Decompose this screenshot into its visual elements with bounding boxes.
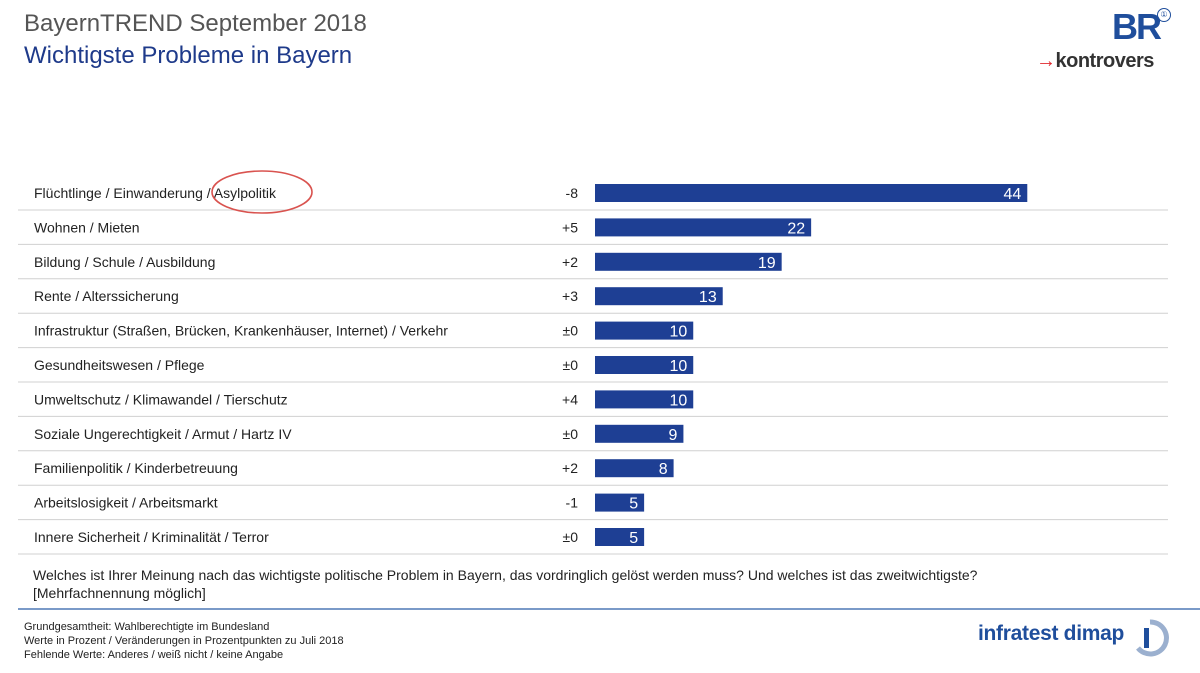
question-text: Welches ist Ihrer Meinung nach das wicht… [33, 567, 978, 583]
change-label: +2 [562, 460, 578, 476]
survey-question: Welches ist Ihrer Meinung nach das wicht… [33, 566, 1183, 602]
footer-divider [18, 608, 1200, 610]
value-label: 13 [699, 289, 717, 306]
value-label: 22 [787, 220, 805, 237]
change-label: +5 [562, 219, 578, 235]
bar [595, 252, 782, 271]
value-label: 9 [669, 427, 678, 444]
change-label: -1 [566, 495, 579, 511]
bar [595, 528, 645, 546]
footer-line-3: Fehlende Werte: Anderes / weiß nicht / k… [24, 649, 284, 661]
category-label: Gesundheitswesen / Pflege [34, 357, 205, 373]
value-label: 44 [1003, 186, 1021, 203]
category-label: Arbeitslosigkeit / Arbeitsmarkt [34, 495, 218, 511]
category-label: Rente / Alterssicherung [34, 288, 179, 304]
kontrovers-logo: →kontrovers [1036, 50, 1154, 73]
value-label: 5 [629, 496, 638, 513]
category-label: Umweltschutz / Klimawandel / Tierschutz [34, 391, 288, 407]
value-label: 10 [669, 392, 687, 409]
infratest-dimap-logo: infratest dimap [978, 622, 1125, 645]
page-title: BayernTREND September 2018 [24, 10, 367, 37]
change-label: ±0 [563, 529, 579, 545]
footer-notes: Grundgesamtheit: Wahlberechtigte im Bund… [24, 620, 344, 662]
category-label: Soziale Ungerechtigkeit / Armut / Hartz … [34, 426, 292, 442]
bar [595, 459, 674, 478]
bar [595, 356, 694, 374]
category-label: Bildung / Schule / Ausbildung [34, 254, 215, 270]
change-label: ±0 [563, 426, 579, 442]
value-label: 19 [758, 255, 776, 272]
change-label: ±0 [563, 357, 579, 373]
bar [595, 287, 723, 306]
bar [595, 321, 694, 340]
arrow-icon: → [1036, 50, 1056, 72]
category-label: Familienpolitik / Kinderbetreuung [34, 460, 238, 476]
category-label: Infrastruktur (Straßen, Brücken, Kranken… [34, 323, 448, 339]
page-subtitle: Wichtigste Probleme in Bayern [24, 42, 353, 69]
value-label: 8 [659, 461, 668, 478]
question-note: [Mehrfachnennung möglich] [33, 585, 206, 601]
bar [595, 184, 1028, 202]
category-label: Innere Sicherheit / Kriminalität / Terro… [34, 529, 269, 545]
bar [595, 424, 684, 443]
change-label: +3 [562, 288, 578, 304]
infratest-dimap-icon [1136, 619, 1169, 657]
br-logo-mark: ① [1157, 8, 1171, 22]
bar [595, 218, 812, 237]
footer-line-1: Grundgesamtheit: Wahlberechtigte im Bund… [24, 621, 270, 633]
br-logo-text: BR [1112, 6, 1162, 47]
value-label: 5 [629, 530, 638, 547]
change-label: +2 [562, 254, 578, 270]
value-label: 10 [669, 358, 687, 375]
kontrovers-logo-text: kontrovers [1055, 50, 1155, 72]
footer-line-2: Werte in Prozent / Veränderungen in Proz… [24, 635, 344, 647]
br-logo: BR ① [1112, 6, 1172, 48]
category-label: Wohnen / Mieten [34, 219, 140, 235]
change-label: ±0 [563, 323, 579, 339]
value-label: 10 [669, 324, 687, 341]
change-label: +4 [562, 391, 578, 407]
bar [595, 390, 694, 409]
change-label: -8 [566, 185, 579, 201]
highlight-circle [211, 170, 313, 214]
bar-chart: Flüchtlinge / Einwanderung / Asylpolitik… [18, 170, 1168, 555]
bar [595, 493, 645, 512]
category-label: Flüchtlinge / Einwanderung / Asylpolitik [34, 185, 277, 201]
